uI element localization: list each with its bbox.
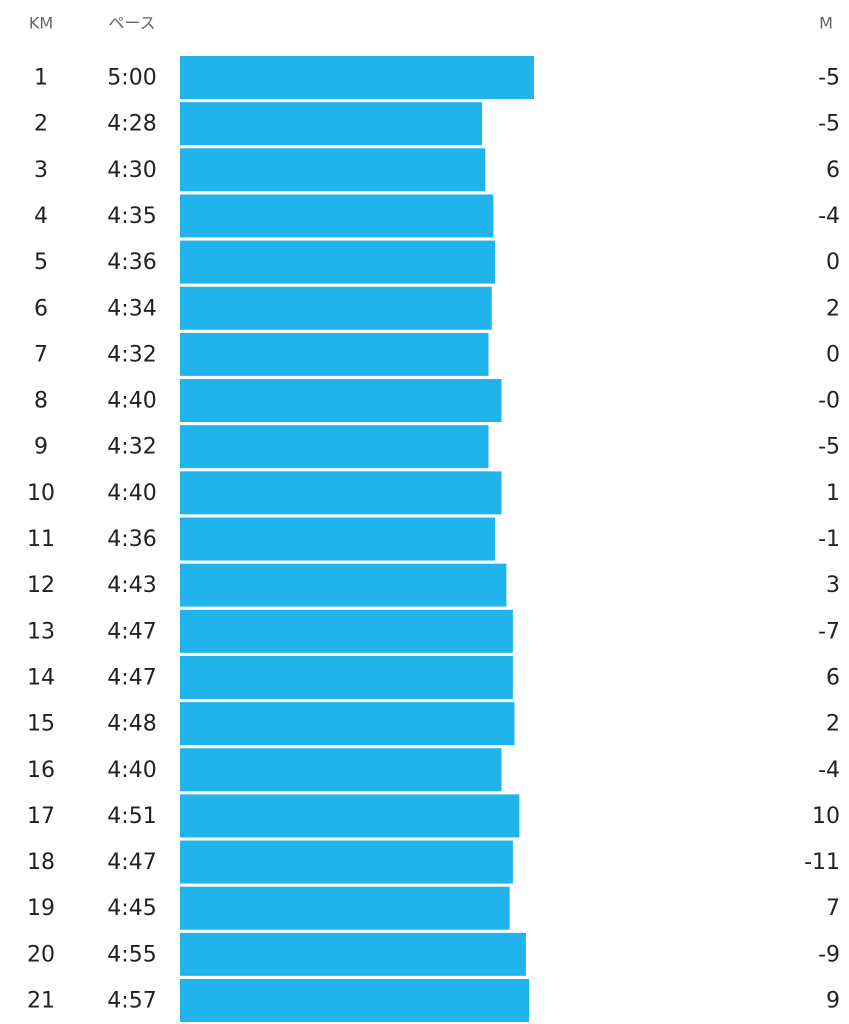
pace-bar <box>180 148 486 192</box>
elevation-label: 9 <box>826 989 840 1014</box>
elevation-label: -5 <box>818 112 840 137</box>
pace-bar <box>180 240 496 284</box>
pace-bar <box>180 840 513 884</box>
km-label: 5 <box>34 250 48 275</box>
pace-bar <box>180 379 502 423</box>
pace-label: 4:35 <box>107 204 156 229</box>
elevation-label: 0 <box>826 342 840 367</box>
km-label: 9 <box>34 435 48 460</box>
elevation-label: 7 <box>826 896 840 921</box>
pace-bar <box>180 332 489 376</box>
elevation-label: -11 <box>804 850 840 875</box>
pace-label: 4:43 <box>107 573 156 598</box>
pace-label: 4:30 <box>107 158 156 183</box>
km-label: 18 <box>27 850 55 875</box>
pace-label: 4:47 <box>107 850 156 875</box>
km-label: 17 <box>27 804 55 829</box>
elevation-label: -5 <box>818 435 840 460</box>
km-header: KM <box>29 14 53 33</box>
pace-bar <box>180 563 507 607</box>
pace-bar <box>180 748 502 792</box>
elevation-label: 6 <box>826 665 840 690</box>
pace-bar <box>180 102 483 146</box>
km-label: 11 <box>27 527 55 552</box>
pace-label: 4:48 <box>107 712 156 737</box>
pace-bar <box>180 425 489 469</box>
km-label: 19 <box>27 896 55 921</box>
pace-label: 4:32 <box>107 342 156 367</box>
pace-label: 4:55 <box>107 942 156 967</box>
pace-label: 4:40 <box>107 481 156 506</box>
km-label: 20 <box>27 942 55 967</box>
pace-bar <box>180 886 510 930</box>
pace-bar <box>180 471 502 515</box>
pace-bar <box>180 794 520 838</box>
km-label: 2 <box>34 112 48 137</box>
pace-label: 4:28 <box>107 112 156 137</box>
elevation-label: 1 <box>826 481 840 506</box>
elevation-label: -7 <box>818 619 840 644</box>
pace-bar <box>180 932 526 976</box>
pace-label: 4:36 <box>107 250 156 275</box>
elevation-label: 6 <box>826 158 840 183</box>
km-label: 7 <box>34 342 48 367</box>
km-label: 3 <box>34 158 48 183</box>
pace-label: 4:34 <box>107 296 156 321</box>
elevation-label: -9 <box>818 942 840 967</box>
pace-bar <box>180 194 494 238</box>
elevation-label: 2 <box>826 712 840 737</box>
elevation-label: 0 <box>826 250 840 275</box>
km-label: 10 <box>27 481 55 506</box>
km-label: 6 <box>34 296 48 321</box>
pace-bar <box>180 286 492 330</box>
pace-label: 4:40 <box>107 389 156 414</box>
km-label: 15 <box>27 712 55 737</box>
elevation-label: 10 <box>812 804 840 829</box>
km-label: 14 <box>27 665 55 690</box>
pace-bar <box>180 609 513 653</box>
km-label: 4 <box>34 204 48 229</box>
km-label: 12 <box>27 573 55 598</box>
pace-bar <box>180 979 530 1022</box>
pace-label: 4:45 <box>107 896 156 921</box>
elevation-label: -4 <box>818 204 840 229</box>
elevation-label: -1 <box>818 527 840 552</box>
pace-label: 4:40 <box>107 758 156 783</box>
km-label: 16 <box>27 758 55 783</box>
pace-label: 4:57 <box>107 989 156 1014</box>
pace-label: 4:47 <box>107 665 156 690</box>
km-label: 13 <box>27 619 55 644</box>
pace-label: 4:47 <box>107 619 156 644</box>
pace-bar <box>180 655 513 699</box>
pace-label: 4:51 <box>107 804 156 829</box>
pace-bar <box>180 517 496 561</box>
pace-label: 4:36 <box>107 527 156 552</box>
elevation-label: 3 <box>826 573 840 598</box>
pace-label: 5:00 <box>107 66 156 91</box>
elevation-header: M <box>819 14 833 33</box>
elevation-label: -0 <box>818 389 840 414</box>
pace-label: 4:32 <box>107 435 156 460</box>
pace-bar <box>180 702 515 746</box>
km-label: 1 <box>34 66 48 91</box>
pace-header: ペース <box>108 14 155 33</box>
km-label: 8 <box>34 389 48 414</box>
elevation-label: 2 <box>826 296 840 321</box>
elevation-label: -5 <box>818 66 840 91</box>
pace-bar <box>180 56 534 99</box>
km-label: 21 <box>27 989 55 1014</box>
elevation-label: -4 <box>818 758 840 783</box>
